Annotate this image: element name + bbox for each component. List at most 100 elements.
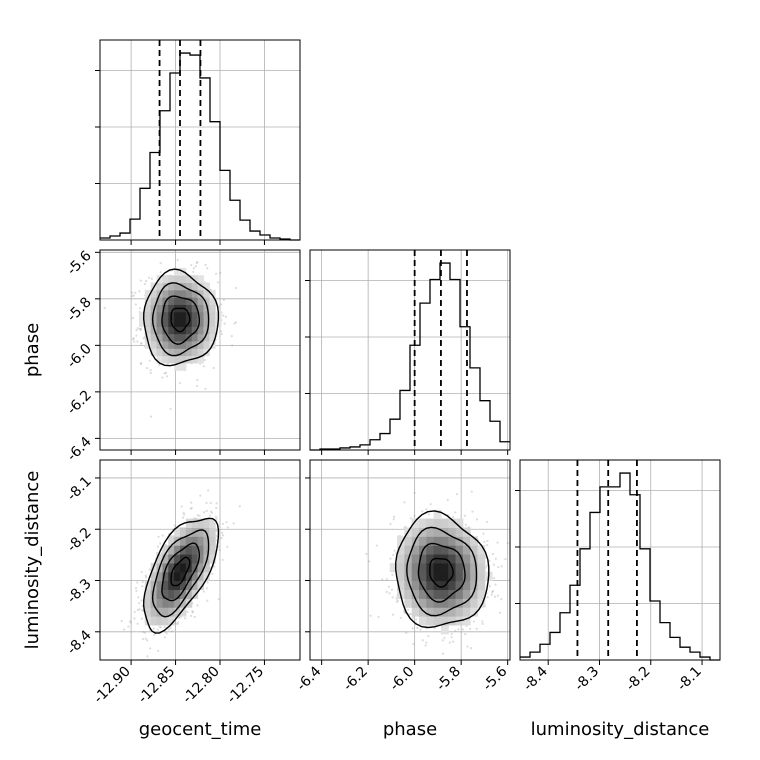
density-cell (197, 340, 204, 349)
density-cell (191, 311, 199, 320)
scatter-point (166, 375, 169, 378)
density-cell (168, 589, 175, 599)
scatter-point (215, 506, 218, 510)
density-cell (448, 607, 457, 617)
density-cell (455, 536, 464, 546)
density-cell (156, 282, 163, 291)
scatter-point (141, 580, 144, 583)
density-cell (197, 554, 204, 564)
scatter-point (451, 516, 455, 519)
scatter-point (142, 630, 145, 634)
density-cell (150, 348, 158, 357)
scatter-point (142, 337, 145, 340)
density-cell (156, 311, 163, 320)
scatter-point (203, 358, 206, 362)
scatter-point (215, 534, 218, 537)
scatter-point (169, 407, 172, 410)
scatter-point (395, 597, 398, 600)
density-cell (203, 562, 210, 573)
histogram-step (100, 52, 300, 241)
density-cell (411, 518, 420, 528)
scatter-point (182, 511, 185, 514)
scatter-point (196, 514, 199, 517)
density-cell (477, 580, 486, 591)
panel-content (365, 490, 509, 655)
density-cell (203, 518, 210, 528)
scatter-point (159, 626, 163, 629)
density-cell (174, 282, 181, 291)
histogram-step (310, 262, 510, 451)
density-cell (156, 297, 163, 305)
scatter-point (120, 619, 123, 623)
density-cell (197, 571, 204, 582)
density-cell (470, 562, 478, 573)
density-cell (191, 545, 199, 555)
density-cell (185, 297, 193, 305)
density-cell (144, 598, 152, 608)
y-tick-label: -5.8 (64, 294, 95, 325)
scatter-point (392, 613, 395, 616)
scatter-point (173, 524, 176, 527)
scatter-point (221, 522, 225, 526)
scatter-point (392, 515, 396, 518)
scatter-point (455, 493, 459, 496)
density-cell (191, 326, 199, 335)
scatter-point (391, 573, 394, 576)
density-cell (433, 518, 442, 528)
scatter-point (208, 514, 212, 517)
scatter-point (191, 610, 194, 613)
scatter-point (193, 615, 196, 619)
density-cell (174, 562, 181, 573)
density-cell (404, 589, 413, 599)
density-cell (138, 311, 146, 320)
scatter-point (170, 630, 174, 633)
scatter-point (211, 572, 214, 575)
density-cell (197, 311, 204, 320)
density-cell (197, 326, 204, 335)
scatter-point (450, 636, 453, 639)
scatter-point (486, 539, 489, 542)
density-cell (426, 589, 435, 599)
density-cell (209, 518, 216, 528)
scatter-point (457, 628, 460, 631)
contour-line (406, 526, 478, 617)
density-cell (197, 518, 204, 528)
scatter-point (482, 532, 485, 535)
scatter-point (199, 494, 202, 497)
density-cell (411, 571, 420, 582)
histogram-step (520, 472, 720, 661)
scatter-point (140, 617, 143, 620)
y-axis-label: phase (22, 323, 43, 377)
scatter-point (164, 371, 168, 375)
y-tick-label: -8.2 (64, 525, 95, 556)
x-tick-label: -12.80 (180, 664, 223, 707)
scatter-point (182, 516, 185, 519)
scatter-point (192, 267, 196, 270)
density-cell (455, 554, 464, 564)
density-cell (162, 545, 169, 555)
scatter-point (409, 612, 412, 616)
scatter-point (103, 306, 106, 310)
density-cell (397, 562, 405, 573)
density-cell (144, 616, 152, 626)
scatter-point (491, 589, 495, 593)
scatter-point (469, 647, 473, 650)
scatter-point (192, 270, 195, 273)
density-cell (433, 598, 442, 608)
contour-line (394, 510, 490, 629)
density-cell (156, 355, 163, 364)
density-cell (197, 580, 204, 591)
density-cell (174, 362, 181, 371)
scatter-point (179, 616, 182, 619)
scatter-point (160, 552, 163, 555)
density-cell (191, 348, 199, 357)
density-cell (168, 348, 175, 357)
density-cell (156, 589, 163, 599)
scatter-point (485, 520, 489, 524)
density-cell (209, 326, 216, 335)
contour-line (161, 542, 200, 602)
scatter-point (205, 587, 208, 590)
density-cell (180, 340, 187, 349)
scatter-point (161, 534, 164, 537)
scatter-point (189, 614, 193, 617)
